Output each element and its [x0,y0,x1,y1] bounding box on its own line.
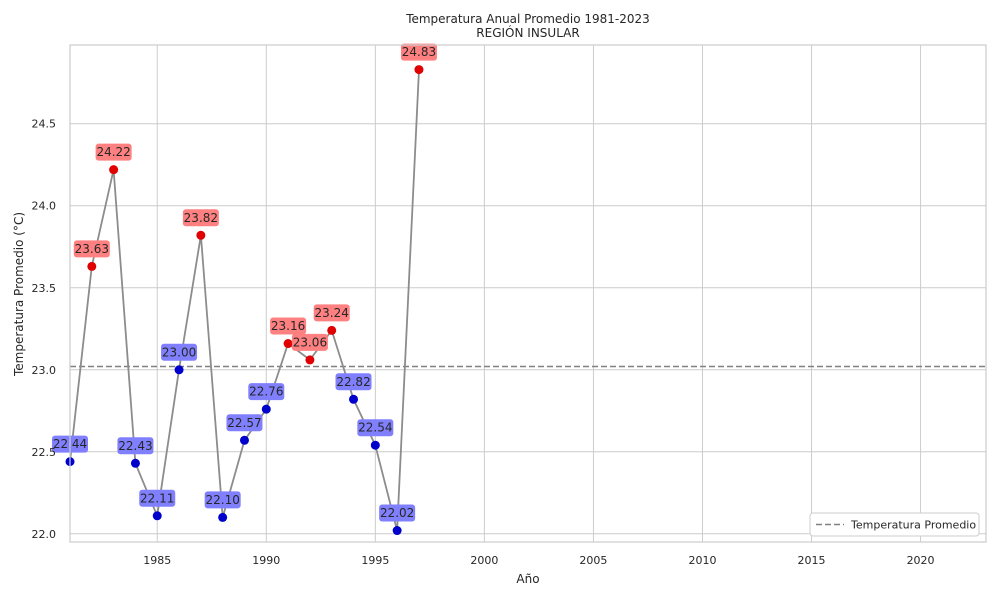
data-label: 22.43 [118,439,152,453]
x-tick-label: 2000 [470,554,498,567]
data-label-bg [226,414,263,432]
y-axis-label: Temperatura Promedio (°C) [12,212,26,377]
data-label: 22.57 [227,416,261,430]
x-axis-label: Año [516,572,539,586]
data-label-bg [161,343,198,361]
data-label: 22.76 [249,385,283,399]
data-label: 23.16 [271,319,305,333]
data-label: 23.24 [315,306,349,320]
data-label-bg [117,437,154,455]
data-label: 24.22 [96,145,130,159]
data-label-bg [357,419,394,437]
data-label: 22.10 [205,493,239,507]
x-tick-label: 1990 [252,554,280,567]
data-label-bg [313,304,350,322]
data-label-bg [248,383,285,401]
data-point [87,261,97,271]
data-label: 23.06 [293,335,327,349]
data-label-bg [400,43,437,61]
data-label-bg [291,333,328,351]
y-tick-label: 23.5 [32,282,57,295]
data-label: 24.83 [402,45,436,59]
data-point [261,404,271,414]
data-label-bg [270,317,307,335]
data-point [109,165,119,175]
legend-box [809,512,980,537]
chart-title: Temperatura Anual Promedio 1981-2023 [405,12,650,26]
data-label: 22.82 [336,375,370,389]
plot-frame [69,44,987,543]
data-point [392,526,402,536]
data-label-bg [182,209,219,227]
data-label: 22.11 [140,491,174,505]
legend-entry-reference: Temperatura Promedio [850,519,976,532]
data-label: 22.02 [380,506,414,520]
y-tick-label: 22.0 [32,528,57,541]
data-point [174,365,184,375]
x-tick-label: 1985 [143,554,171,567]
series-line [69,69,420,531]
legend: Temperatura Promedio [809,512,980,537]
y-tick-label: 24.0 [32,200,57,213]
x-tick-label: 2015 [798,554,826,567]
data-point [414,65,424,75]
data-point [349,394,359,404]
data-label-bg [335,373,372,391]
grid-lines [70,45,986,542]
y-tick-label: 22.5 [32,446,57,459]
data-label-bg [95,143,132,161]
data-point [218,512,228,522]
data-label-bg [139,489,176,507]
data-label: 23.63 [75,242,109,256]
data-point [370,440,380,450]
data-point [327,325,337,335]
data-label: 23.00 [162,345,196,359]
x-tick-label: 2010 [688,554,716,567]
y-tick-labels: 22.0 22.5 23.0 23.5 24.0 24.5 [32,118,57,541]
data-points-group [65,65,424,536]
data-point [283,339,293,349]
data-label-bg [379,504,416,522]
data-point [152,511,162,521]
data-point [196,230,206,240]
data-label: 22.54 [358,421,392,435]
data-labels-group: 22.4423.6324.2222.4322.1123.0023.8222.10… [52,43,437,522]
x-tick-label: 1995 [361,554,389,567]
x-tick-label: 2005 [579,554,607,567]
y-tick-label: 23.0 [32,364,57,377]
y-tick-label: 24.5 [32,118,57,131]
x-tick-label: 2020 [907,554,935,567]
data-point [130,458,140,468]
data-point [239,435,249,445]
x-tick-labels: 1985 1990 1995 2000 2005 2010 2015 2020 [143,554,934,567]
data-label-bg [204,491,241,509]
data-label-bg [73,240,110,258]
series-line-group [69,69,420,531]
data-label: 23.82 [184,211,218,225]
data-point [305,355,315,365]
chart-subtitle: REGIÓN INSULAR [476,25,579,40]
